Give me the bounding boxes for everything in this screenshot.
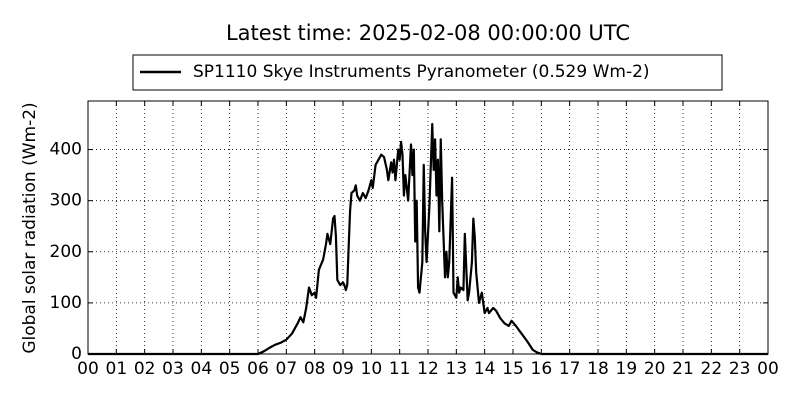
x-tick-label: 05 bbox=[219, 359, 241, 379]
x-tick-label: 14 bbox=[474, 359, 496, 379]
x-tick-label: 07 bbox=[276, 359, 298, 379]
x-tick-label: 00 bbox=[757, 359, 779, 379]
x-tick-label: 03 bbox=[162, 359, 184, 379]
x-tick-label: 00 bbox=[77, 359, 99, 379]
y-tick-label: 400 bbox=[50, 140, 82, 160]
x-tick-label: 09 bbox=[332, 359, 354, 379]
x-tick-label: 21 bbox=[672, 359, 694, 379]
x-tick-label: 10 bbox=[361, 359, 383, 379]
x-tick-label: 16 bbox=[531, 359, 553, 379]
x-tick-label: 20 bbox=[644, 359, 666, 379]
x-tick-label: 04 bbox=[191, 359, 213, 379]
legend-box bbox=[132, 54, 723, 91]
chart-title: Latest time: 2025-02-08 00:00:00 UTC bbox=[226, 21, 630, 45]
x-tick-label: 11 bbox=[389, 359, 411, 379]
x-tick-label: 13 bbox=[446, 359, 468, 379]
x-tick-label: 22 bbox=[701, 359, 723, 379]
x-tick-label: 19 bbox=[616, 359, 638, 379]
x-tick-label: 06 bbox=[247, 359, 269, 379]
x-tick-label: 23 bbox=[729, 359, 751, 379]
x-tick-label: 12 bbox=[417, 359, 439, 379]
y-tick-label: 200 bbox=[50, 242, 82, 262]
legend-label: SP1110 Skye Instruments Pyranometer (0.5… bbox=[193, 62, 650, 82]
x-tick-label: 18 bbox=[587, 359, 609, 379]
x-tick-label: 08 bbox=[304, 359, 326, 379]
x-tick-label: 15 bbox=[502, 359, 524, 379]
y-tick-label: 300 bbox=[50, 191, 82, 211]
x-tick-label: 17 bbox=[559, 359, 581, 379]
y-tick-label: 0 bbox=[71, 344, 82, 364]
y-tick-label: 100 bbox=[50, 293, 82, 313]
plot-frame bbox=[87, 100, 769, 355]
y-axis-label: Global solar radiation (Wm-2) bbox=[20, 102, 40, 353]
data-line bbox=[88, 122, 768, 356]
x-tick-label: 02 bbox=[134, 359, 156, 379]
x-tick-label: 01 bbox=[106, 359, 128, 379]
